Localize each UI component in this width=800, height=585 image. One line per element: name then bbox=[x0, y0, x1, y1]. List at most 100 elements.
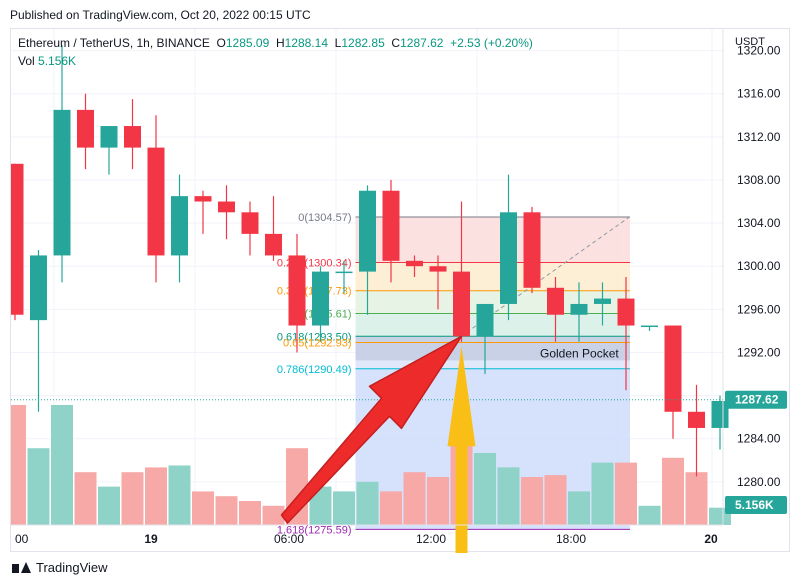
volume-bar bbox=[333, 491, 355, 525]
time-tick-label: 12:00 bbox=[416, 532, 446, 546]
candle-body bbox=[288, 255, 306, 326]
volume-bar bbox=[168, 465, 191, 525]
volume-bar bbox=[427, 477, 449, 525]
candle-body bbox=[30, 255, 47, 321]
volume-bar bbox=[192, 491, 214, 525]
price-tick-label: 1292.00 bbox=[737, 345, 781, 359]
candle-body bbox=[523, 212, 541, 288]
candle-body bbox=[382, 190, 400, 261]
volume-bar bbox=[591, 462, 614, 525]
chart-frame[interactable]: 0(1304.57)0.236(1300.34)0.382(1297.73)0.… bbox=[10, 28, 791, 553]
price-tick-label: 1312.00 bbox=[737, 130, 781, 144]
price-tick-label: 1280.00 bbox=[737, 475, 781, 489]
candle-body bbox=[641, 325, 658, 328]
last-volume-tag bbox=[725, 496, 787, 514]
candle-body bbox=[688, 411, 705, 428]
candle-body bbox=[664, 325, 682, 412]
candle-body bbox=[194, 196, 212, 202]
price-tick-label: 1308.00 bbox=[737, 173, 781, 187]
change-value: +2.53 (+0.20%) bbox=[450, 36, 533, 50]
fib-level-label: 0.65(1292.93) bbox=[283, 337, 352, 349]
fib-level-label: 1.618(1275.59) bbox=[277, 524, 352, 536]
fib-zone bbox=[355, 262, 630, 291]
volume-bar bbox=[74, 472, 97, 525]
volume-bar bbox=[215, 496, 238, 525]
candle-body bbox=[265, 233, 282, 256]
currency-label[interactable]: USDT bbox=[735, 36, 765, 48]
volume-bar bbox=[11, 405, 26, 525]
volume-bar bbox=[544, 475, 567, 525]
price-tick-label: 1300.00 bbox=[737, 259, 781, 273]
footer-brand: TradingView bbox=[36, 560, 108, 575]
volume-bar bbox=[380, 491, 402, 525]
candle-body bbox=[335, 271, 353, 274]
candle-body bbox=[476, 303, 494, 337]
time-tick-label: 18:00 bbox=[556, 532, 586, 546]
candle-body bbox=[617, 298, 635, 326]
last-price-tag bbox=[725, 390, 787, 409]
volume-bar bbox=[27, 448, 50, 525]
time-tick-label: 20 bbox=[704, 532, 718, 546]
time-tick-label: 00 bbox=[15, 532, 29, 546]
last-price-tag-label: 1287.62 bbox=[735, 393, 779, 407]
symbol-legend: Ethereum / TetherUS, 1h, BINANCE O1285.0… bbox=[18, 36, 533, 50]
price-chart[interactable]: 0(1304.57)0.236(1300.34)0.382(1297.73)0.… bbox=[11, 29, 791, 553]
low-label: L bbox=[334, 36, 342, 50]
candle-body bbox=[547, 287, 564, 315]
price-tick-label: 1284.00 bbox=[737, 432, 781, 446]
candle-body bbox=[77, 109, 94, 148]
last-volume-tag-label: 5.156K bbox=[735, 498, 774, 512]
volume-bar bbox=[497, 467, 520, 525]
fib-level-label: 0.786(1290.49) bbox=[277, 364, 352, 376]
yellow-arrow-annotation bbox=[447, 346, 476, 553]
candle-body bbox=[594, 298, 611, 304]
candle-body bbox=[570, 303, 588, 315]
fib-zone bbox=[355, 216, 630, 263]
volume-bar bbox=[638, 505, 661, 525]
volume-label: Vol bbox=[18, 54, 35, 68]
high-value: 1288.14 bbox=[284, 36, 328, 50]
volume-bar bbox=[521, 477, 543, 525]
open-label: O bbox=[216, 36, 226, 50]
volume-legend: Vol 5.156K bbox=[18, 54, 76, 68]
volume-bar bbox=[615, 462, 637, 525]
candle-body bbox=[241, 212, 259, 234]
candle-body bbox=[359, 190, 376, 272]
candle-body bbox=[53, 109, 71, 256]
volume-bar bbox=[356, 481, 379, 525]
candle-body bbox=[11, 163, 24, 315]
candle-body bbox=[406, 260, 423, 267]
price-tick-label: 1304.00 bbox=[737, 216, 781, 230]
close-label: C bbox=[391, 36, 401, 50]
candle-body bbox=[147, 147, 165, 256]
volume-bar bbox=[568, 491, 590, 525]
candle-body bbox=[500, 212, 517, 304]
candle-body bbox=[124, 126, 141, 148]
price-tick-label: 1320.00 bbox=[737, 44, 781, 58]
tradingview-logo-icon bbox=[12, 561, 31, 574]
volume-bar bbox=[239, 501, 261, 525]
candle-body bbox=[100, 126, 118, 148]
golden-pocket-zone bbox=[355, 336, 630, 361]
low-value: 1282.85 bbox=[341, 36, 385, 50]
red-arrow-annotation bbox=[280, 335, 463, 524]
candle-body bbox=[312, 271, 329, 326]
price-tick-label: 1316.00 bbox=[737, 87, 781, 101]
volume-bar bbox=[98, 486, 120, 525]
candle-body bbox=[218, 201, 235, 213]
close-value: 1287.62 bbox=[400, 36, 444, 50]
open-value: 1285.09 bbox=[225, 36, 270, 50]
volume-bar bbox=[403, 472, 426, 525]
footer: TradingView bbox=[12, 560, 108, 575]
fib-level-label: 0(1304.57) bbox=[298, 212, 351, 224]
golden-pocket-label: Golden Pocket bbox=[540, 346, 619, 360]
symbol-title[interactable]: Ethereum / TetherUS, 1h, BINANCE bbox=[18, 36, 210, 50]
candle-body bbox=[429, 266, 447, 272]
high-label: H bbox=[275, 36, 285, 50]
candle-body bbox=[171, 196, 188, 256]
volume-value: 5.156K bbox=[38, 54, 77, 68]
fib-level-label: 0.618(1293.50) bbox=[277, 331, 352, 343]
volume-bar bbox=[662, 457, 684, 525]
time-tick-label: 19 bbox=[144, 532, 158, 546]
price-tick-label: 1296.00 bbox=[737, 302, 781, 316]
